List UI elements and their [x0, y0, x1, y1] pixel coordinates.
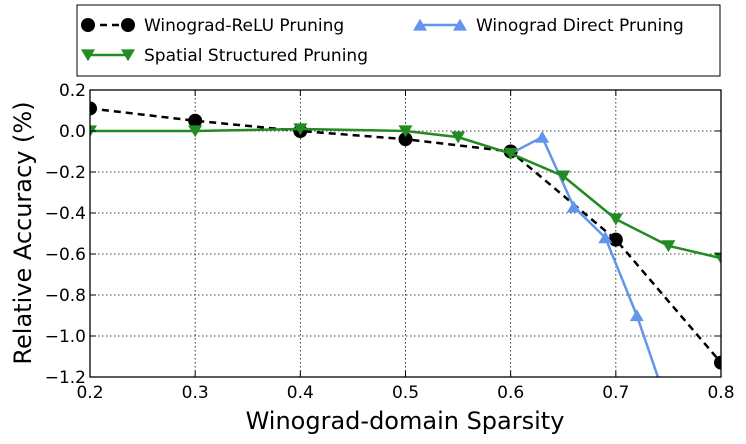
legend-label: Winograd Direct Pruning [476, 16, 684, 36]
x-tick-label: 0.7 [602, 383, 629, 403]
data-point [451, 131, 466, 144]
legend-marker [121, 18, 135, 32]
data-point [714, 355, 721, 370]
data-point [188, 113, 203, 128]
ticks: 0.2 0.3 0.4 0.5 0.6 0.7 0.8 0.2 0.0 −0.2 −0.4 −0.6 −… [45, 81, 735, 403]
x-tick-label: 0.6 [497, 383, 524, 403]
x-tick-label: 0.8 [707, 383, 734, 403]
data-point [661, 240, 676, 253]
data-point [398, 132, 413, 147]
y-axis-label: Relative Accuracy (%) [9, 101, 37, 364]
x-axis-label: Winograd-domain Sparsity [246, 407, 565, 435]
data-point [293, 123, 308, 136]
x-tick-label: 0.4 [287, 383, 314, 403]
data-point [714, 252, 721, 265]
legend-label: Winograd-ReLU Pruning [144, 16, 344, 36]
data-point [598, 231, 613, 244]
x-tick-label: 0.2 [76, 383, 103, 403]
y-tick-label: −0.6 [45, 245, 86, 265]
legend-marker [81, 49, 95, 62]
data-point [398, 125, 413, 138]
data-point [608, 213, 623, 226]
legend-box [76, 4, 721, 77]
y-tick-label: −0.8 [45, 286, 86, 306]
data-point [566, 200, 581, 213]
x-tick-label: 0.3 [182, 383, 209, 403]
y-tick-label: −1.0 [45, 327, 86, 347]
series-line [510, 135, 660, 377]
data-point [535, 130, 550, 143]
legend-marker [121, 49, 135, 62]
y-tick-label: −1.2 [45, 368, 86, 388]
legend: Winograd-ReLU Pruning Winograd Direct Pru… [76, 4, 721, 77]
data-point [90, 125, 97, 138]
y-tick-label: 0.0 [59, 122, 86, 142]
legend-marker [81, 18, 95, 32]
y-tick-label: −0.4 [45, 204, 86, 224]
data-point [608, 232, 623, 247]
series-layer [90, 101, 721, 377]
data-point [629, 309, 644, 322]
data-point [556, 170, 571, 183]
legend-marker [453, 18, 467, 31]
data-point [90, 101, 97, 116]
y-tick-label: −0.2 [45, 163, 86, 183]
y-tick-label: 0.2 [59, 81, 86, 101]
series-line [90, 127, 721, 260]
data-point [188, 125, 203, 138]
x-tick-label: 0.5 [392, 383, 419, 403]
legend-marker [413, 18, 427, 31]
data-point [503, 147, 518, 160]
legend-label: Spatial Structured Pruning [144, 46, 368, 66]
